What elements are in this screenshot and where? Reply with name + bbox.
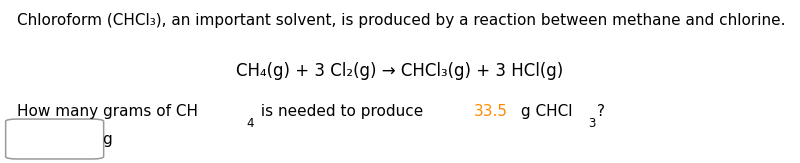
Text: How many grams of CH: How many grams of CH — [18, 104, 198, 119]
Text: 4: 4 — [246, 117, 254, 130]
Text: is needed to produce: is needed to produce — [256, 104, 428, 119]
Text: Chloroform (CHCl₃), an important solvent, is produced by a reaction between meth: Chloroform (CHCl₃), an important solvent… — [18, 13, 786, 28]
Text: 33.5: 33.5 — [474, 104, 507, 119]
Text: g: g — [102, 132, 112, 147]
Text: 3: 3 — [588, 117, 595, 130]
Text: ?: ? — [597, 104, 605, 119]
Text: CH₄(g) + 3 Cl₂(g) → CHCl₃(g) + 3 HCl(g): CH₄(g) + 3 Cl₂(g) → CHCl₃(g) + 3 HCl(g) — [236, 62, 564, 80]
Text: g CHCl: g CHCl — [517, 104, 573, 119]
FancyBboxPatch shape — [6, 119, 104, 159]
